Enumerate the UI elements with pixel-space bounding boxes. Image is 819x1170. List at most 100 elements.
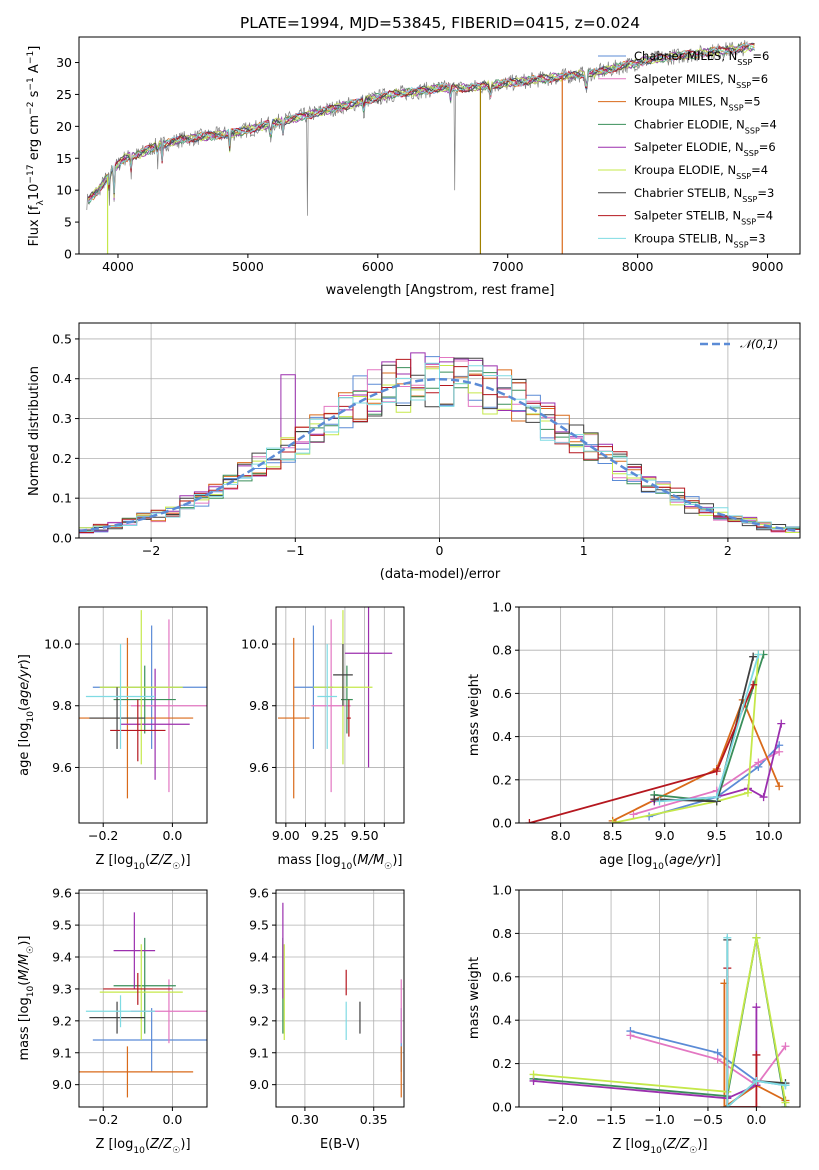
x-tick-label: 7000	[492, 259, 524, 274]
x-tick-label: 9.5	[707, 828, 727, 843]
x-tick-label: 0.0	[162, 828, 182, 843]
y-tick-label: 15	[56, 151, 72, 166]
age-vs-mass-grid	[276, 607, 404, 823]
y-tick-label: 30	[56, 55, 72, 70]
y-tick-label: 10.0	[241, 637, 269, 652]
series-line	[648, 744, 780, 818]
x-tick-label: 8000	[622, 259, 654, 274]
legend-label: Chabrier STELIB, NSSP=3	[634, 186, 774, 204]
x-tick-label: 0	[436, 543, 444, 558]
data-point-marker	[529, 1070, 538, 1079]
mass-vs-ebv-frame	[275, 889, 405, 1108]
series-line	[612, 654, 760, 823]
age-vs-mass-plot	[277, 607, 393, 799]
x-tick-label: −0.5	[693, 1112, 723, 1127]
y-tick-label: 0.0	[52, 531, 72, 546]
x-tick-label: 4000	[102, 259, 134, 274]
y-tick-label: 9.3	[52, 981, 72, 996]
y-axis-label: mass weight	[467, 674, 482, 756]
legend-label: Chabrier ELODIE, NSSP=4	[634, 117, 777, 135]
data-point-marker	[781, 1098, 790, 1107]
x-tick-label: −0.2	[88, 828, 118, 843]
x-tick-label: 0.30	[291, 1112, 319, 1127]
series-line	[659, 654, 760, 803]
weight-vs-z-frame	[518, 889, 801, 1108]
series-line	[612, 697, 781, 822]
y-tick-label: 0.2	[492, 1056, 512, 1071]
y-tick-label: 25	[56, 87, 72, 102]
chart-title: PLATE=1994, MJD=53845, FIBERID=0415, z=0…	[240, 14, 640, 32]
data-point-marker	[743, 788, 752, 797]
legend-label: Salpeter MILES, NSSP=6	[634, 72, 768, 90]
y-tick-label: 9.0	[52, 1077, 72, 1092]
mass-vs-z-frame	[78, 889, 208, 1108]
data-point-marker	[752, 1103, 761, 1107]
x-axis-label: E(B-V)	[320, 1137, 360, 1152]
x-tick-label: −1.0	[644, 1112, 674, 1127]
y-tick-label: 0.8	[492, 926, 512, 941]
y-tick-label: 9.2	[52, 1013, 72, 1028]
weight-vs-age-grid	[519, 606, 800, 824]
x-tick-label: −1	[286, 543, 304, 558]
x-tick-label: 9.25	[311, 828, 339, 843]
x-tick-label: 6000	[362, 259, 394, 274]
legend-label: Kroupa ELODIE, NSSP=4	[634, 163, 768, 181]
normal-curve	[79, 377, 800, 533]
y-tick-label: 9.5	[52, 918, 72, 933]
age-vs-z-plot	[79, 610, 207, 799]
spectrum-plot	[86, 40, 755, 254]
data-point-marker	[749, 680, 758, 689]
y-axis-label: age [log10(age/yr)]	[17, 654, 36, 776]
histogram-frame	[78, 322, 801, 539]
mass-vs-ebv-grid	[276, 890, 404, 1107]
x-tick-label: 5000	[232, 259, 264, 274]
x-tick-label: 0.0	[746, 1112, 766, 1127]
series-line	[726, 968, 758, 1107]
weight-vs-z-grid	[519, 889, 800, 1108]
x-tick-label: 2	[724, 543, 732, 558]
series-line	[654, 654, 765, 803]
y-tick-label: 0.2	[492, 772, 512, 787]
legend-label: Salpeter STELIB, NSSP=4	[634, 209, 773, 227]
data-point-marker	[781, 1081, 790, 1090]
x-tick-label: −2.0	[547, 1112, 577, 1127]
weight-vs-age-frame	[518, 606, 801, 824]
y-tick-label: 9.5	[249, 918, 269, 933]
spectrum-frame	[78, 36, 801, 255]
y-tick-label: 9.0	[249, 1077, 269, 1092]
data-point-marker	[754, 758, 763, 767]
data-point-marker	[752, 1050, 761, 1059]
x-tick-label: 0.0	[162, 1112, 182, 1127]
x-tick-label: 9.0	[655, 828, 675, 843]
legend-label: Salpeter ELODIE, NSSP=6	[634, 140, 776, 158]
x-axis-label: age [log10(age/yr)]	[599, 853, 721, 872]
weight-vs-age-plot	[525, 650, 786, 823]
y-tick-label: 5	[64, 215, 72, 230]
data-point-marker	[754, 650, 763, 659]
data-point-marker	[775, 782, 784, 791]
data-point-marker	[626, 1031, 635, 1040]
legend-label: Kroupa STELIB, NSSP=3	[634, 231, 766, 249]
series-line	[533, 1007, 758, 1100]
y-tick-label: 9.2	[249, 1013, 269, 1028]
y-tick-label: 10.0	[44, 637, 72, 652]
y-tick-label: 0.2	[52, 451, 72, 466]
y-tick-label: 9.1	[52, 1045, 72, 1060]
y-tick-label: 9.8	[249, 698, 269, 713]
x-tick-label: 1	[580, 543, 588, 558]
x-tick-label: 0.35	[360, 1112, 388, 1127]
x-axis-label: Z [log10(Z/Z☉)]	[95, 853, 190, 872]
data-point-marker	[781, 1042, 790, 1051]
y-tick-label: 0.6	[492, 686, 512, 701]
series-line	[726, 937, 786, 1107]
data-point-marker	[759, 793, 768, 802]
y-tick-label: 20	[56, 119, 72, 134]
y-tick-label: 9.1	[249, 1045, 269, 1060]
x-axis-label: mass [log10(M/M☉)]	[278, 853, 403, 872]
data-point-marker	[712, 793, 721, 802]
y-axis-label: Flux [fλ10−17 erg cm−2 s−1 A−1]	[26, 46, 46, 247]
data-point-marker	[723, 1103, 732, 1107]
y-tick-label: 0	[64, 247, 72, 262]
y-tick-label: 9.6	[249, 886, 269, 901]
series-line	[630, 1034, 787, 1087]
